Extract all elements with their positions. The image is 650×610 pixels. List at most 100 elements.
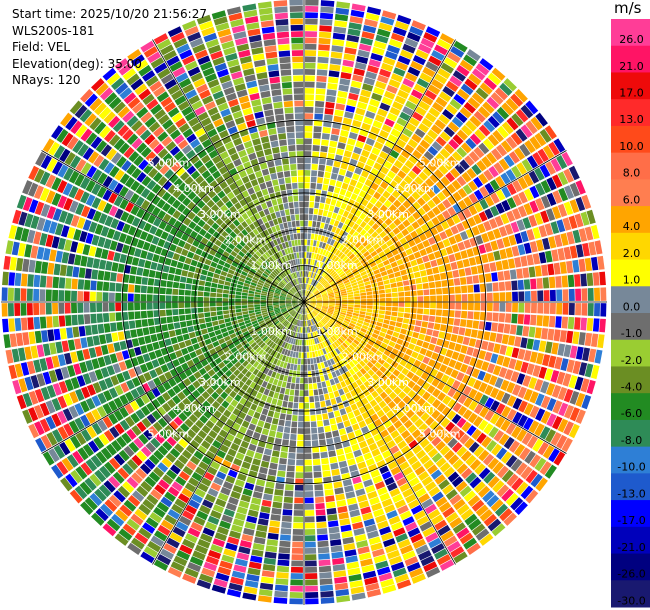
velocity-cell — [344, 257, 351, 264]
velocity-cell — [110, 272, 117, 282]
velocity-cell — [181, 269, 189, 277]
velocity-cell — [288, 323, 293, 330]
velocity-cell — [392, 331, 400, 338]
velocity-cell — [307, 292, 312, 298]
velocity-cell — [407, 324, 415, 331]
velocity-cell — [318, 559, 331, 567]
velocity-cell — [535, 477, 548, 492]
velocity-cell — [473, 311, 480, 320]
velocity-cell — [371, 205, 379, 214]
velocity-cell — [478, 350, 487, 360]
velocity-cell — [477, 106, 491, 119]
velocity-cell — [562, 289, 569, 301]
velocity-cell — [304, 75, 315, 82]
velocity-cell — [515, 481, 529, 496]
velocity-cell — [387, 365, 396, 373]
velocity-cell — [297, 358, 301, 365]
velocity-cell — [299, 314, 302, 320]
velocity-cell — [459, 106, 472, 119]
velocity-cell — [347, 325, 354, 330]
velocity-cell — [373, 162, 383, 171]
velocity-cell — [521, 432, 533, 446]
velocity-cell — [370, 52, 383, 62]
velocity-cell — [526, 363, 535, 376]
velocity-cell — [305, 333, 308, 340]
velocity-cell — [298, 415, 304, 422]
velocity-cell — [278, 332, 284, 339]
velocity-cell — [355, 336, 362, 343]
velocity-cell — [335, 416, 343, 424]
velocity-cell — [202, 527, 215, 537]
velocity-cell — [253, 536, 266, 545]
velocity-cell — [402, 219, 411, 228]
velocity-cell — [208, 331, 216, 338]
velocity-cell — [262, 564, 276, 572]
velocity-cell — [553, 138, 566, 153]
velocity-cell — [414, 176, 424, 186]
velocity-cell — [147, 286, 154, 294]
velocity-cell — [362, 357, 369, 364]
velocity-cell — [52, 276, 60, 289]
velocity-cell — [327, 330, 334, 336]
velocity-cell — [304, 132, 313, 139]
velocity-cell — [316, 302, 323, 304]
velocity-cell — [336, 1, 351, 9]
velocity-cell — [187, 561, 202, 573]
velocity-cell — [304, 252, 307, 258]
velocity-cell — [320, 362, 326, 369]
velocity-cell — [289, 598, 303, 605]
velocity-cell — [181, 487, 193, 498]
velocity-cell — [472, 275, 480, 284]
velocity-cell — [371, 448, 381, 457]
velocity-cell — [284, 349, 289, 356]
velocity-cell — [487, 457, 500, 470]
velocity-cell — [365, 71, 378, 80]
velocity-cell — [389, 278, 396, 284]
velocity-cell — [324, 108, 334, 115]
velocity-cell — [304, 271, 306, 277]
velocity-cell — [267, 410, 275, 418]
velocity-cell — [431, 543, 445, 555]
velocity-cell — [367, 340, 375, 347]
velocity-cell — [500, 379, 510, 391]
velocity-cell — [402, 78, 415, 88]
velocity-cell — [178, 255, 186, 263]
velocity-cell — [388, 340, 396, 348]
velocity-cell — [442, 199, 452, 209]
velocity-cell — [290, 324, 294, 331]
velocity-cell — [411, 351, 419, 359]
velocity-cell — [290, 566, 303, 573]
velocity-cell — [280, 407, 287, 414]
velocity-cell — [332, 557, 345, 565]
velocity-cell — [290, 383, 296, 390]
velocity-cell — [390, 430, 400, 439]
velocity-cell — [479, 198, 489, 210]
velocity-cell — [402, 550, 416, 561]
velocity-cell — [393, 175, 403, 184]
velocity-cell — [312, 376, 317, 383]
velocity-cell — [438, 331, 446, 339]
velocity-cell — [417, 302, 424, 308]
velocity-cell — [316, 221, 321, 228]
velocity-cell — [446, 217, 456, 227]
velocity-cell — [159, 302, 166, 309]
velocity-cell — [362, 389, 371, 397]
velocity-cell — [293, 516, 304, 523]
velocity-cell — [471, 499, 485, 512]
velocity-cell — [368, 536, 381, 546]
velocity-cell — [304, 333, 306, 340]
velocity-cell — [192, 343, 201, 351]
velocity-cell — [410, 89, 423, 100]
velocity-cell — [416, 197, 426, 207]
velocity-cell — [467, 216, 477, 227]
velocity-cell — [304, 440, 311, 447]
velocity-cell — [304, 69, 316, 76]
velocity-cell — [379, 102, 391, 112]
velocity-cell — [554, 234, 563, 248]
velocity-cell — [353, 482, 364, 491]
velocity-cell — [451, 116, 464, 128]
velocity-cell — [500, 451, 513, 464]
velocity-cell — [412, 444, 423, 455]
velocity-cell — [293, 312, 298, 318]
velocity-cell — [195, 248, 203, 256]
